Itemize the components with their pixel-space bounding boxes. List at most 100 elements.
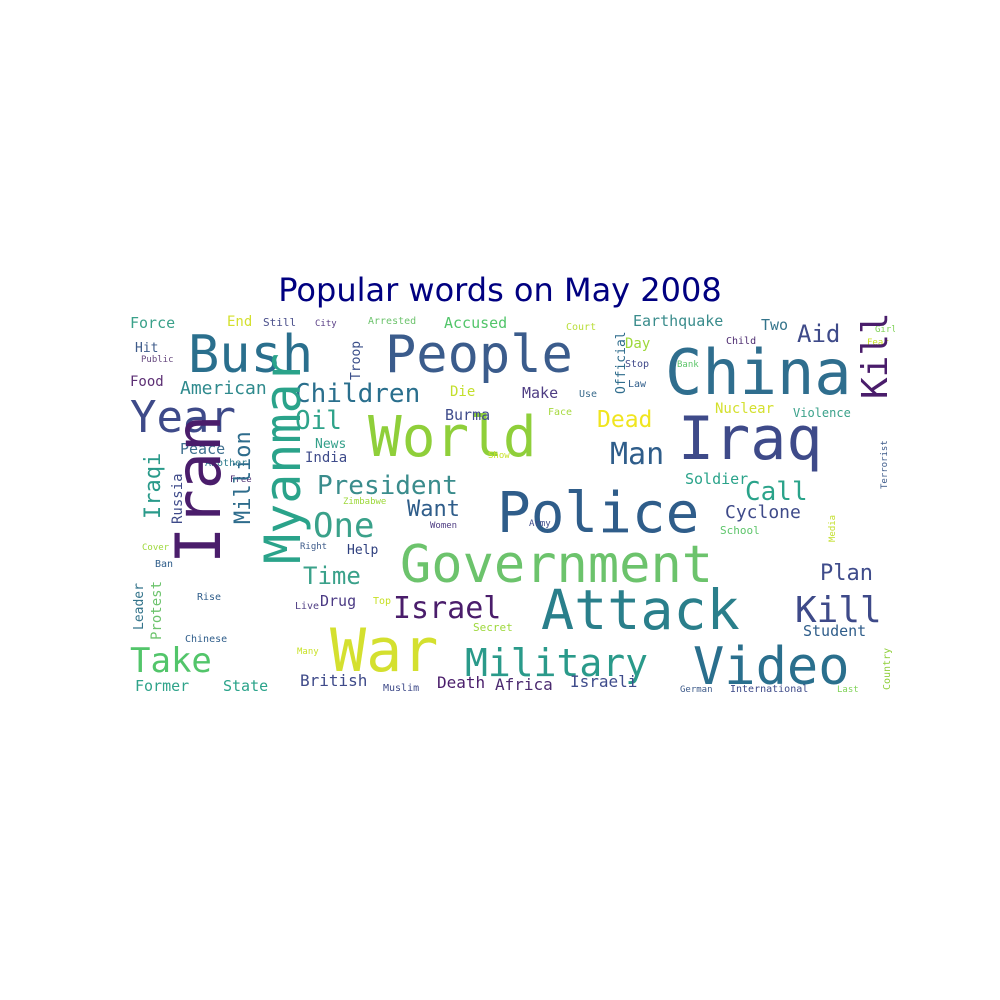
word-public: Public — [141, 355, 174, 365]
word-day: Day — [625, 336, 650, 352]
word-rise: Rise — [197, 592, 221, 603]
word-aid: Aid — [797, 320, 840, 348]
word-country: Country — [882, 648, 893, 690]
word-children: Children — [295, 379, 420, 409]
word-india: India — [305, 450, 347, 466]
word-fear: Fear — [867, 338, 889, 348]
word-death: Death — [437, 673, 485, 692]
word-government: Government — [400, 535, 713, 595]
word-people: People — [385, 325, 573, 385]
word-court: Court — [566, 322, 596, 333]
word-violence: Violence — [793, 406, 851, 420]
word-want: Want — [407, 497, 460, 522]
word-take: Take — [130, 641, 212, 681]
word-former: Former — [135, 677, 189, 694]
word-drug: Drug — [320, 592, 356, 610]
word-plan: Plan — [820, 561, 873, 586]
word-american: American — [180, 378, 267, 399]
word-secret: Secret — [473, 621, 513, 634]
word-man: Man — [610, 437, 664, 472]
word-nuclear: Nuclear — [715, 401, 774, 417]
word-burma: Burma — [445, 406, 490, 424]
word-iraq: Iraq — [678, 404, 823, 474]
word-army: Army — [529, 519, 551, 529]
word-another: Another — [205, 458, 247, 469]
word-myanmar: Myanmar — [254, 353, 312, 564]
word-oil: Oil — [295, 406, 342, 436]
chart-title: Popular words on May 2008 — [278, 271, 722, 309]
word-stop: Stop — [625, 359, 649, 370]
word-student: Student — [803, 622, 866, 640]
word-bank: Bank — [677, 360, 699, 370]
word-israeli: Israeli — [570, 672, 637, 691]
word-police: Police — [497, 481, 699, 546]
word-international: International — [730, 684, 808, 694]
word-china: China — [665, 336, 852, 409]
word-cloud-canvas: Force End Still City Arrested Accused Court Off… — [130, 314, 895, 694]
word-peace: Peace — [180, 440, 225, 458]
word-two: Two — [761, 316, 788, 334]
word-city: City — [315, 319, 337, 329]
word-accused: Accused — [444, 314, 507, 332]
word-killed: Killed — [855, 314, 895, 399]
word-earthquake: Earthquake — [633, 314, 723, 330]
word-girl: Girl — [875, 325, 895, 335]
word-cyclone: Cyclone — [725, 502, 801, 523]
word-state: State — [223, 677, 268, 694]
word-attack: Attack — [541, 578, 740, 642]
word-british: British — [300, 671, 367, 690]
word-show: Show — [488, 451, 510, 461]
word-troop: Troop — [349, 341, 364, 380]
word-leader: Leader — [132, 583, 147, 630]
word-law: Law — [628, 379, 647, 390]
word-ban: Ban — [155, 559, 173, 570]
word-cover: Cover — [142, 543, 170, 553]
word-million: Million — [231, 431, 256, 524]
word-soldier: Soldier — [685, 470, 748, 488]
word-israel: Israel — [393, 591, 501, 626]
word-food: Food — [130, 374, 164, 390]
word-bush: Bush — [188, 325, 313, 385]
word-one: One — [313, 506, 374, 546]
word-video: Video — [693, 637, 850, 694]
word-protest: Protest — [149, 581, 165, 640]
word-military: Military — [465, 641, 648, 685]
word-world: World — [368, 405, 537, 470]
word-dead: Dead — [597, 407, 652, 433]
word-child: Child — [726, 336, 756, 347]
word-cloud: Force End Still City Arrested Accused Court Off… — [125, 314, 895, 694]
word-help: Help — [347, 543, 378, 558]
word-arrested: Arrested — [368, 316, 416, 327]
word-die: Die — [450, 384, 475, 400]
word-chinese: Chinese — [185, 634, 227, 645]
word-hit: Hit — [135, 341, 158, 356]
word-call: Call — [745, 477, 808, 507]
word-africa: Africa — [495, 675, 553, 694]
word-school: School — [720, 524, 760, 537]
word-kill: Kill — [795, 590, 882, 631]
word-make: Make — [522, 384, 558, 402]
word-news: News — [315, 437, 346, 452]
word-muslim: Muslim — [383, 683, 419, 694]
word-media: Media — [828, 515, 838, 542]
word-year: Year — [130, 392, 236, 443]
word-force: Force — [130, 314, 175, 332]
word-face: Face — [548, 407, 572, 418]
word-terrorist: Terrorist — [880, 440, 890, 489]
word-right: Right — [300, 542, 327, 552]
word-free: Free — [230, 475, 252, 485]
word-war: War — [330, 616, 438, 686]
word-top: Top — [373, 596, 391, 607]
word-president: President — [317, 471, 458, 501]
word-end: End — [227, 314, 252, 330]
word-zimbabwe: Zimbabwe — [343, 497, 386, 507]
word-use: Use — [579, 389, 597, 400]
word-time: Time — [303, 562, 361, 590]
word-german: German — [680, 685, 713, 694]
word-iraqi: Iraqi — [141, 453, 166, 519]
word-last: Last — [837, 685, 859, 694]
word-still: Still — [263, 316, 296, 329]
word-russia: Russia — [170, 473, 186, 524]
word-iran: Iran — [162, 415, 235, 564]
word-live: Live — [295, 601, 319, 612]
